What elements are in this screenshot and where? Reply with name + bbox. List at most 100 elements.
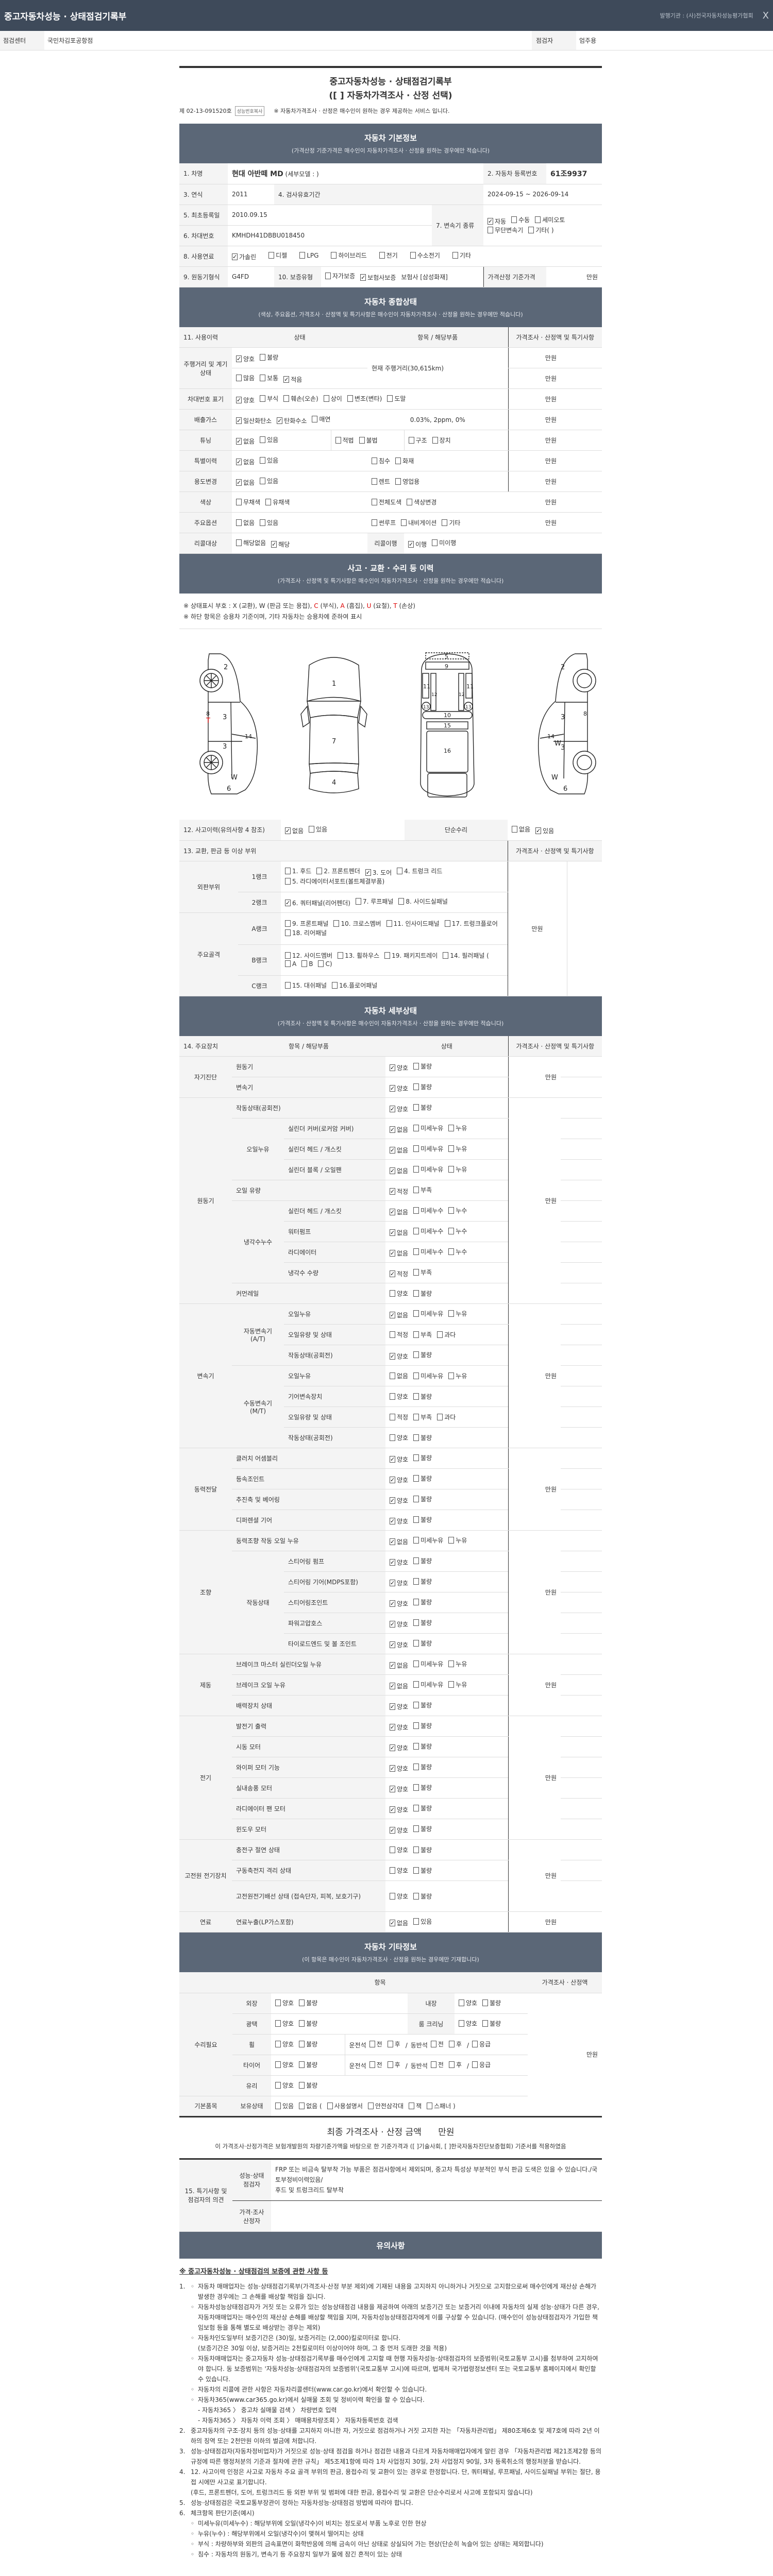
checkbox-checked-icon[interactable]: ✓ <box>390 1084 396 1092</box>
checkbox-unchecked-icon[interactable] <box>331 252 337 259</box>
checkbox-unchecked-icon[interactable] <box>413 1598 419 1605</box>
checkbox-option[interactable]: 누유 <box>448 1680 467 1689</box>
checkbox-unchecked-icon[interactable] <box>528 227 534 233</box>
checkbox-option[interactable]: 2. 프론트펜더 <box>316 867 360 875</box>
checkbox-option[interactable]: 많음 <box>236 374 255 382</box>
checkbox-option[interactable]: 미세누유 <box>413 1371 443 1380</box>
checkbox-unchecked-icon[interactable] <box>323 395 329 402</box>
checkbox-unchecked-icon[interactable] <box>369 2061 375 2068</box>
checkbox-option[interactable]: 부족 <box>413 1185 432 1194</box>
checkbox-option[interactable]: 후 <box>448 2060 462 2069</box>
checkbox-option[interactable]: C) <box>318 960 332 968</box>
checkbox-option[interactable]: 보통 <box>260 374 278 382</box>
checkbox-unchecked-icon[interactable] <box>432 436 438 444</box>
checkbox-unchecked-icon[interactable] <box>448 1227 455 1234</box>
checkbox-checked-icon[interactable]: ✓ <box>390 1455 396 1463</box>
checkbox-option[interactable]: 없음 <box>390 1371 408 1380</box>
checkbox-checked-icon[interactable]: ✓ <box>390 1600 396 1607</box>
checkbox-unchecked-icon[interactable] <box>413 1784 419 1791</box>
checkbox-option[interactable]: 불량 <box>413 1103 432 1112</box>
checkbox-option[interactable]: ✓ 있음 <box>535 826 554 835</box>
checkbox-option[interactable]: 불량 <box>413 1845 432 1854</box>
checkbox-option[interactable]: 썬루프 <box>372 518 396 527</box>
checkbox-option[interactable]: 불량 <box>413 1762 432 1771</box>
checkbox-unchecked-icon[interactable] <box>448 1165 455 1173</box>
checkbox-unchecked-icon[interactable] <box>427 2102 433 2109</box>
checkbox-option[interactable]: 불량 <box>413 1598 432 1606</box>
checkbox-checked-icon[interactable]: ✓ <box>390 1919 396 1926</box>
checkbox-option[interactable]: ✓ 양호 <box>390 1826 408 1835</box>
checkbox-option[interactable]: 불량 <box>413 1866 432 1875</box>
checkbox-unchecked-icon[interactable] <box>390 1393 396 1400</box>
checkbox-unchecked-icon[interactable] <box>299 2102 305 2109</box>
checkbox-option[interactable]: ✓ 양호 <box>390 1084 408 1093</box>
checkbox-option[interactable]: 불량 <box>413 1392 432 1401</box>
checkbox-option[interactable]: ✓ 탄화수소 <box>277 416 307 425</box>
checkbox-unchecked-icon[interactable] <box>299 2020 305 2027</box>
checkbox-checked-icon[interactable]: ✓ <box>390 1662 396 1669</box>
checkbox-option[interactable]: 잭 <box>409 2102 422 2110</box>
checkbox-option[interactable]: 누유 <box>448 1536 467 1545</box>
checkbox-option[interactable]: ✓ 양호 <box>390 1640 408 1649</box>
checkbox-checked-icon[interactable]: ✓ <box>390 1352 396 1360</box>
checkbox-option[interactable]: 상이 <box>323 394 342 403</box>
checkbox-option[interactable]: 불량 <box>413 1618 432 1627</box>
checkbox-option[interactable]: 누수 <box>448 1206 467 1215</box>
checkbox-option[interactable]: 양호 <box>275 1998 294 2007</box>
checkbox-unchecked-icon[interactable] <box>413 1454 419 1461</box>
checkbox-unchecked-icon[interactable] <box>387 395 393 402</box>
checkbox-unchecked-icon[interactable] <box>236 519 242 526</box>
checkbox-checked-icon[interactable]: ✓ <box>390 1558 396 1566</box>
checkbox-option[interactable]: ✓ 양호 <box>390 1579 408 1587</box>
checkbox-option[interactable]: ✓ 없음 <box>390 1166 408 1175</box>
checkbox-option[interactable]: 부족 <box>413 1268 432 1277</box>
checkbox-option[interactable]: 불량 <box>299 2019 317 2028</box>
checkbox-option[interactable]: 9. 프론트패널 <box>285 919 328 928</box>
checkbox-option[interactable]: 불량 <box>413 1350 432 1359</box>
checkbox-checked-icon[interactable]: ✓ <box>390 1476 396 1483</box>
checkbox-unchecked-icon[interactable] <box>410 252 416 259</box>
checkbox-option[interactable]: 전 <box>369 2040 382 2048</box>
checkbox-option[interactable]: 있음 <box>260 456 278 465</box>
checkbox-option[interactable]: 훼손(오손) <box>283 394 318 403</box>
checkbox-option[interactable]: ✓ 없음 <box>390 1208 408 1216</box>
checkbox-option[interactable]: ✓ 6. 쿼터패널(리어펜더) <box>285 899 350 907</box>
checkbox-unchecked-icon[interactable] <box>413 1186 419 1193</box>
checkbox-option[interactable]: 불량 <box>413 1783 432 1792</box>
checkbox-unchecked-icon[interactable] <box>413 1331 419 1338</box>
checkbox-option[interactable]: 누유 <box>448 1371 467 1380</box>
checkbox-option[interactable]: 누수 <box>448 1227 467 1235</box>
checkbox-unchecked-icon[interactable] <box>407 498 413 505</box>
checkbox-option[interactable]: 해당없음 <box>236 538 266 547</box>
checkbox-option[interactable]: 없음 <box>236 518 255 527</box>
checkbox-option[interactable]: ✓ 양호 <box>390 1805 408 1814</box>
checkbox-unchecked-icon[interactable] <box>390 1413 396 1420</box>
checkbox-option[interactable]: 미세누유 <box>413 1144 443 1153</box>
checkbox-unchecked-icon[interactable] <box>413 1701 419 1708</box>
checkbox-option[interactable]: 불량 <box>413 1515 432 1524</box>
checkbox-unchecked-icon[interactable] <box>413 1104 419 1111</box>
checkbox-option[interactable]: ✓ 가솔린 <box>232 252 256 261</box>
checkbox-unchecked-icon[interactable] <box>260 436 266 443</box>
checkbox-option[interactable]: 스패너 ) <box>427 2102 456 2110</box>
checkbox-unchecked-icon[interactable] <box>448 1207 455 1214</box>
checkbox-unchecked-icon[interactable] <box>318 960 324 968</box>
checkbox-option[interactable]: 16.플로어패널 <box>332 981 377 990</box>
checkbox-option[interactable]: 기타( ) <box>528 226 554 234</box>
checkbox-option[interactable]: ✓ 양호 <box>390 1723 408 1732</box>
checkbox-option[interactable]: 자가보증 <box>325 272 355 280</box>
checkbox-unchecked-icon[interactable] <box>275 1999 281 2006</box>
checkbox-option[interactable]: 있음 <box>413 1917 432 1926</box>
checkbox-unchecked-icon[interactable] <box>236 539 242 546</box>
checkbox-option[interactable]: 적정 <box>390 1330 408 1339</box>
checkbox-option[interactable]: 8. 사이드실패널 <box>398 897 448 906</box>
checkbox-checked-icon[interactable]: ✓ <box>390 1703 396 1710</box>
checkbox-option[interactable]: 불량 <box>482 1998 501 2007</box>
checkbox-option[interactable]: 적정 <box>390 1413 408 1421</box>
checkbox-option[interactable]: 양호 <box>390 1845 408 1854</box>
checkbox-option[interactable]: 불량 <box>413 1556 432 1565</box>
checkbox-option[interactable]: ✓ 양호 <box>390 1743 408 1752</box>
checkbox-option[interactable]: 불량 <box>413 1289 432 1298</box>
checkbox-option[interactable]: 후 <box>387 2040 400 2048</box>
checkbox-checked-icon[interactable]: ✓ <box>535 827 542 834</box>
